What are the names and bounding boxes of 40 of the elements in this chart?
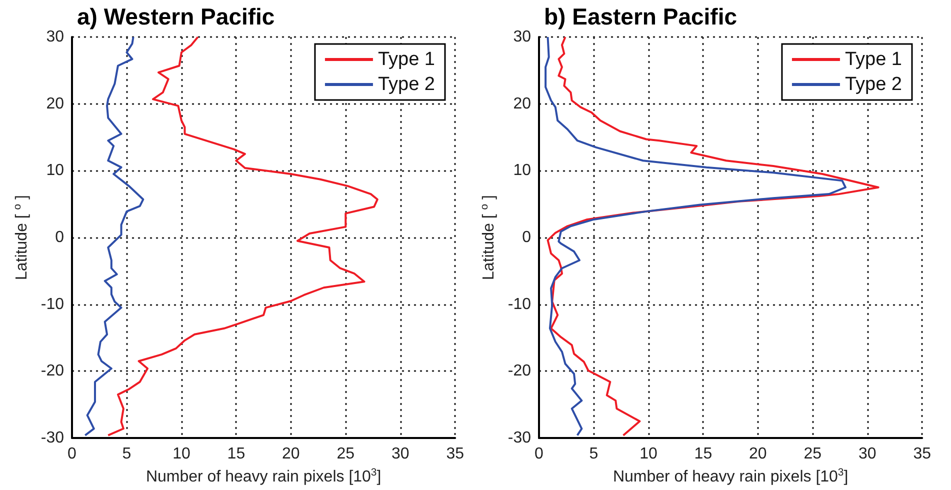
y-tick-label: 10	[46, 162, 64, 180]
y-tick-label: -10	[40, 296, 64, 313]
x-tick-label: 30	[391, 446, 410, 462]
y-tick-label: -20	[508, 362, 532, 380]
line-series	[107, 36, 378, 436]
y-tick-label: -30	[508, 430, 532, 446]
chart-title: a) Western Pacific	[77, 4, 275, 30]
y-tick-label: 10	[513, 162, 532, 180]
x-tick-label: 25	[804, 446, 822, 462]
x-tick-label: 15	[694, 446, 712, 462]
y-tick-label: -20	[40, 362, 64, 380]
legend-label: Type 1	[844, 49, 902, 70]
x-tick-label: 0	[68, 446, 77, 462]
y-tick-label: 0	[522, 229, 532, 246]
x-tick-label: 25	[336, 446, 355, 462]
y-tick-label: 30	[46, 28, 64, 46]
x-tick-label: 35	[913, 446, 932, 462]
y-tick-label: 30	[513, 28, 532, 46]
x-tick-label: 5	[122, 446, 132, 462]
line-series	[84, 36, 144, 436]
x-tick-label: 35	[446, 446, 464, 462]
y-axis-title: Latitude [ o ]	[479, 195, 498, 280]
y-tick-label: 20	[46, 95, 64, 112]
x-tick-label: 15	[227, 446, 246, 462]
y-tick-label: 0	[55, 229, 64, 246]
x-tick-label: 10	[640, 446, 658, 462]
x-tick-label: 20	[749, 446, 767, 462]
y-tick-label: 20	[513, 95, 532, 112]
y-tick-label: -10	[508, 296, 532, 313]
y-tick-label: -30	[40, 430, 64, 446]
legend-label: Type 1	[378, 49, 436, 70]
x-tick-label: 5	[589, 446, 598, 462]
x-tick-label: 10	[172, 446, 190, 462]
legend-label: Type 2	[844, 74, 902, 95]
legend-label: Type 2	[378, 74, 436, 95]
chart-title: b) Eastern Pacific	[544, 4, 738, 30]
y-axis-title: Latitude [ o ]	[12, 195, 30, 280]
x-tick-label: 20	[282, 446, 300, 462]
x-tick-label: 30	[858, 446, 876, 462]
x-tick-label: 0	[534, 446, 544, 462]
